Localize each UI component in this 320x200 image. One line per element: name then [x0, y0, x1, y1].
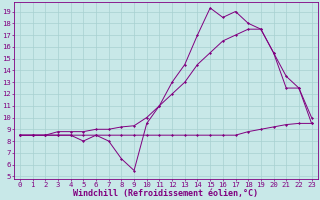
X-axis label: Windchill (Refroidissement éolien,°C): Windchill (Refroidissement éolien,°C) [73, 189, 258, 198]
